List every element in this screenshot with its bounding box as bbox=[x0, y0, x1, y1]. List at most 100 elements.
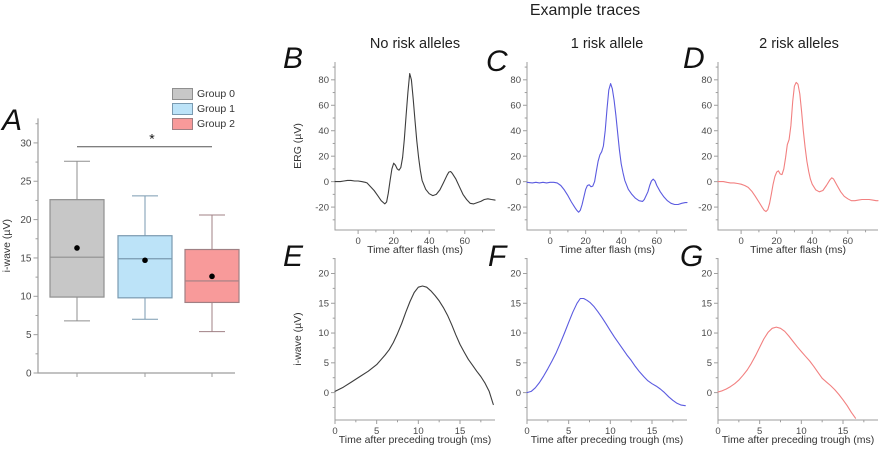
tick-label: 15 bbox=[510, 298, 521, 309]
boxplot-panel-a: 0 5 10 15 20 25 30 i-wave (µV) * bbox=[0, 108, 270, 404]
tick-label: 5 bbox=[757, 426, 762, 437]
x-axis-label: Time after flash (ms) bbox=[559, 244, 655, 256]
tick-label: 80 bbox=[318, 75, 329, 86]
tick-label: 10 bbox=[20, 292, 32, 303]
legend-label-group0: Group 0 bbox=[197, 87, 235, 100]
tick-label: 0 bbox=[738, 236, 743, 247]
panel-letter-c: C bbox=[486, 45, 508, 78]
y-axis-label: ERG (µV) bbox=[292, 123, 304, 169]
trace-path-F bbox=[526, 297, 686, 407]
tick-label: 5 bbox=[516, 358, 521, 369]
axis-lines bbox=[334, 258, 495, 421]
tick-label: 0 bbox=[715, 426, 720, 437]
panel-letter-f: F bbox=[488, 240, 507, 273]
y-axis-label: i-wave (µV) bbox=[292, 312, 304, 365]
tick-label: 10 bbox=[318, 328, 329, 339]
tick-label: 0 bbox=[324, 388, 329, 399]
tick-label: 15 bbox=[20, 253, 32, 264]
tick-label: 60 bbox=[701, 100, 712, 111]
tick-label: 80 bbox=[701, 75, 712, 86]
axis-lines bbox=[526, 62, 687, 231]
x-axis-label: Time after flash (ms) bbox=[750, 244, 846, 256]
legend-swatch-group0 bbox=[172, 87, 193, 100]
x-axis-label: Time after preceding trough (ms) bbox=[339, 434, 492, 446]
tick-label: 25 bbox=[20, 177, 32, 188]
tick-label: 30 bbox=[20, 138, 32, 149]
box-group-1 bbox=[117, 235, 173, 299]
tick-label: 0 bbox=[707, 388, 712, 399]
tick-label: -20 bbox=[507, 202, 521, 213]
trace-path-G bbox=[717, 326, 857, 419]
panel-letter-b: B bbox=[283, 42, 304, 75]
tick-label: 0 bbox=[524, 426, 529, 437]
tick-label: 40 bbox=[318, 126, 329, 137]
legend-row-group0: Group 0 bbox=[172, 86, 235, 101]
panel-letter-a: A bbox=[2, 104, 23, 137]
legend-swatch-group1 bbox=[172, 102, 193, 115]
column-title-no-risk-alleles: No risk alleles bbox=[369, 36, 461, 52]
tick-label: 0 bbox=[355, 236, 360, 247]
axis-lines bbox=[717, 258, 878, 421]
tick-label: 0 bbox=[707, 177, 712, 188]
tick-label: 20 bbox=[20, 215, 32, 226]
tick-label: 20 bbox=[388, 236, 399, 247]
tick-label: 10 bbox=[413, 426, 424, 437]
trace-path-D bbox=[717, 81, 879, 213]
tick-label: 20 bbox=[701, 269, 712, 280]
trace-path-C bbox=[526, 83, 688, 213]
box-chart-A: 0 5 10 15 20 25 30 i-wave (µV) * bbox=[1, 118, 240, 379]
panel-letter-d: D bbox=[683, 42, 705, 75]
tick-label: 80 bbox=[510, 75, 521, 86]
panel-letter-e: E bbox=[283, 240, 304, 273]
x-axis-label: Time after preceding trough (ms) bbox=[722, 434, 875, 446]
tick-label: 10 bbox=[510, 328, 521, 339]
tick-label: 60 bbox=[651, 236, 662, 247]
erg-trace-panel-c: -20 0 20 40 60 80 0 20 40 60 Time after flash (ms) bbox=[481, 55, 691, 265]
trace-path-E bbox=[334, 285, 494, 406]
column-title-2-risk-alleles: 2 risk alleles bbox=[759, 36, 839, 52]
x-axis-label: Time after flash (ms) bbox=[367, 244, 463, 256]
figure-title: Example traces bbox=[529, 2, 641, 19]
tick-label: 20 bbox=[771, 236, 782, 247]
tick-label: 15 bbox=[701, 298, 712, 309]
axis-lines bbox=[526, 258, 687, 421]
tick-label: 40 bbox=[807, 236, 818, 247]
tick-label: 15 bbox=[647, 426, 658, 437]
legend-row-group1: Group 1 bbox=[172, 101, 235, 116]
boxplot-legend: Group 0 Group 1 Group 2 bbox=[172, 86, 235, 131]
erg-trace-panel-b: -20 0 20 40 60 80 0 20 40 60 Time after flash (ms)… bbox=[289, 55, 499, 265]
mean-marker bbox=[209, 273, 215, 280]
tick-label: 40 bbox=[424, 236, 435, 247]
trace-path-B bbox=[334, 72, 496, 205]
tick-label: 20 bbox=[510, 151, 521, 162]
tick-label: 40 bbox=[616, 236, 627, 247]
iwave-trace-panel-f: 0 5 10 15 20 0 5 10 15 Time after preceding troug… bbox=[481, 248, 691, 450]
tick-label: 5 bbox=[707, 358, 712, 369]
tick-label: 40 bbox=[510, 126, 521, 137]
legend-row-group2: Group 2 bbox=[172, 116, 235, 131]
tick-label: 20 bbox=[580, 236, 591, 247]
tick-label: 5 bbox=[374, 426, 379, 437]
tick-label: 0 bbox=[324, 177, 329, 188]
erg-trace-panel-d: -20 0 20 40 60 80 0 20 40 60 Time after flash (ms) bbox=[672, 55, 882, 265]
iwave-trace-panel-g: 0 5 10 15 20 0 5 10 15 Time after preceding troug… bbox=[672, 248, 882, 450]
x-axis-label: Time after preceding trough (ms) bbox=[531, 434, 684, 446]
tick-label: 10 bbox=[605, 426, 616, 437]
tick-label: 40 bbox=[701, 126, 712, 137]
tick-label: 60 bbox=[459, 236, 470, 247]
tick-label: 60 bbox=[842, 236, 853, 247]
tick-label: 60 bbox=[510, 100, 521, 111]
panel-letter-g: G bbox=[680, 240, 704, 273]
tick-label: 0 bbox=[516, 177, 521, 188]
legend-swatch-group2 bbox=[172, 117, 193, 130]
tick-label: 0 bbox=[547, 236, 552, 247]
tick-label: 20 bbox=[318, 269, 329, 280]
mean-marker bbox=[74, 245, 80, 251]
tick-label: 15 bbox=[838, 426, 849, 437]
